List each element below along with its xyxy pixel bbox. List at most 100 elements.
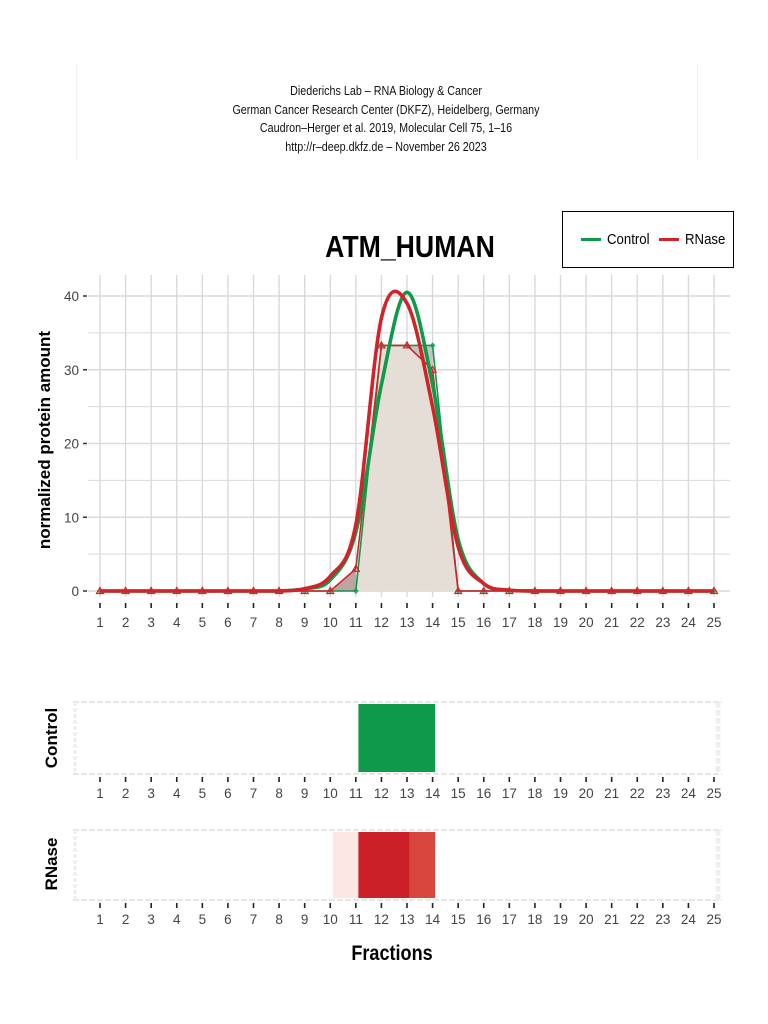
control-x-tick-label: 16 (476, 786, 491, 801)
main-x-tick-label: 23 (655, 615, 670, 630)
control-x-tick-label: 6 (224, 786, 232, 801)
control-x-tick-label: 23 (655, 786, 670, 801)
main-x-tick-label: 5 (199, 615, 207, 630)
control-heat-cell (358, 704, 436, 772)
rnase-x-tick-label: 21 (604, 912, 619, 927)
header-frame (76, 64, 698, 160)
header-text: Diederichs Lab – RNA Biology & Cancer Ge… (54, 82, 718, 156)
header-line-institute: German Cancer Research Center (DKFZ), He… (232, 102, 540, 117)
rnase-raw-line-point (402, 340, 412, 349)
control-x-tick-label: 8 (275, 786, 283, 801)
control-line-swatch-icon (581, 238, 601, 241)
control-x-tick-label: 22 (630, 786, 645, 801)
control-x-tick-label: 18 (527, 786, 542, 801)
rnase-x-tick-label: 25 (706, 912, 721, 927)
rnase-raw-line-point (376, 340, 386, 349)
main-x-tick-label: 20 (579, 615, 594, 630)
main-x-tick-label: 2 (122, 615, 130, 630)
main-x-tick-label: 25 (706, 615, 721, 630)
y-tick-label: 20 (64, 437, 79, 452)
main-x-tick-label: 19 (553, 615, 568, 630)
header-line-citation: Caudron–Herger et al. 2019, Molecular Ce… (259, 121, 513, 135)
control-x-tick-label: 7 (250, 786, 258, 801)
rnase-x-tick-label: 13 (399, 912, 414, 927)
rnase-line-swatch-icon (659, 238, 679, 241)
rnase-x-tick-label: 15 (451, 912, 466, 927)
control-x-tick-label: 19 (553, 786, 568, 801)
control-x-tick-label: 17 (502, 786, 517, 801)
rnase-raw-line-point (479, 586, 489, 595)
rnase-x-tick-label: 20 (579, 912, 594, 927)
rnase-x-tick-label: 4 (173, 912, 181, 927)
x-axis-label: Fractions (351, 942, 433, 965)
main-x-tick-label: 14 (425, 615, 441, 630)
control-x-tick-label: 12 (374, 786, 389, 801)
control-raw-line-point (429, 342, 436, 349)
overlap-area (330, 345, 459, 591)
control-x-tick-label: 25 (706, 786, 721, 801)
rnase-raw-line-point (453, 586, 463, 595)
y-tick-label: 30 (64, 363, 79, 378)
main-x-tick-label: 9 (301, 615, 309, 630)
legend-label-rnase: RNase (685, 231, 726, 248)
rnase-heat-cell (409, 832, 436, 898)
rnase-x-tick-label: 3 (147, 912, 155, 927)
main-x-tick-label: 16 (476, 615, 491, 630)
main-x-tick-label: 17 (502, 615, 517, 630)
control-x-tick-label: 20 (579, 786, 594, 801)
rnase-raw-line-point (351, 564, 361, 572)
rnase-x-tick-label: 24 (681, 912, 697, 927)
legend-item-rnase: RNase (659, 231, 731, 248)
header-line-url-date: http://r–deep.dkfz.de – November 26 2023 (285, 139, 487, 154)
main-x-tick-label: 6 (224, 615, 232, 630)
rnase-x-tick-label: 23 (655, 912, 670, 927)
rnase-x-tick-label: 8 (275, 912, 283, 927)
main-x-tick-label: 15 (451, 615, 466, 630)
rnase-x-tick-label: 11 (349, 912, 363, 927)
y-tick-label: 10 (64, 510, 79, 525)
control-raw-line-point (352, 588, 359, 594)
main-x-tick-label: 22 (630, 615, 645, 630)
rnase-x-tick-label: 5 (199, 912, 207, 927)
main-x-tick-label: 3 (147, 615, 155, 630)
rnase-x-tick-label: 12 (374, 912, 389, 927)
rnase-x-tick-label: 6 (224, 912, 232, 927)
legend-item-control: Control (581, 231, 655, 248)
control-x-tick-label: 11 (349, 786, 363, 801)
control-x-tick-label: 13 (399, 786, 414, 801)
main-x-tick-label: 21 (604, 615, 619, 630)
control-x-tick-label: 10 (323, 786, 338, 801)
rnase-x-tick-label: 17 (502, 912, 517, 927)
control-x-tick-label: 14 (425, 786, 441, 801)
control-x-tick-label: 21 (604, 786, 619, 801)
main-x-tick-label: 8 (275, 615, 283, 630)
y-tick-label: 40 (64, 289, 79, 304)
main-x-tick-label: 11 (349, 615, 363, 630)
control-x-tick-label: 15 (451, 786, 466, 801)
rnase-x-tick-label: 18 (527, 912, 542, 927)
rnase-heat-cell (358, 832, 410, 898)
rnase-x-tick-label: 7 (250, 912, 258, 927)
main-x-tick-label: 18 (527, 615, 542, 630)
main-x-tick-label: 13 (399, 615, 414, 630)
control-x-tick-label: 9 (301, 786, 309, 801)
control-x-tick-label: 4 (173, 786, 181, 801)
rnase-x-tick-label: 10 (323, 912, 338, 927)
rnase-smoothed-line (100, 289, 714, 593)
main-x-tick-label: 1 (96, 615, 104, 630)
rnase-x-tick-label: 1 (96, 912, 104, 927)
legend-label-control: Control (607, 231, 650, 248)
rnase-x-tick-label: 16 (476, 912, 491, 927)
main-x-tick-label: 4 (173, 615, 181, 630)
chart-title: ATM_HUMAN (325, 229, 495, 264)
y-tick-label: 0 (71, 584, 79, 599)
legend: Control RNase (562, 211, 734, 268)
rnase-heat-cell (332, 832, 359, 898)
rnase-x-tick-label: 9 (301, 912, 309, 927)
header-line-lab: Diederichs Lab – RNA Biology & Cancer (290, 84, 482, 98)
main-x-tick-label: 24 (681, 615, 697, 630)
control-x-tick-label: 3 (147, 786, 155, 801)
main-x-tick-label: 12 (374, 615, 389, 630)
control-x-tick-label: 1 (96, 786, 104, 801)
